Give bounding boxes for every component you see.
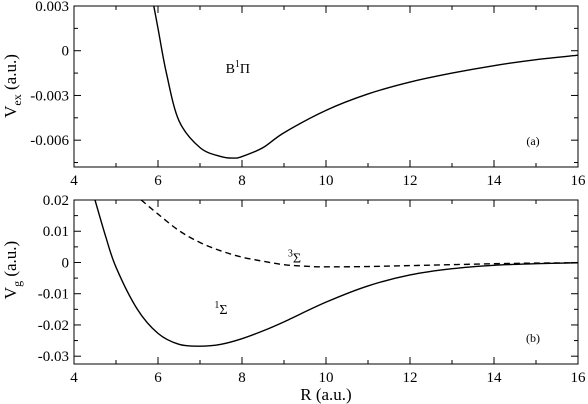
annotation-symbol: Π <box>240 62 250 77</box>
x-tick-label: 4 <box>70 370 78 386</box>
x-tick-label: 14 <box>487 173 503 189</box>
y-axis-label-subscript: ex <box>10 94 24 105</box>
x-tick-label: 16 <box>571 370 587 386</box>
y-tick-label: -0.003 <box>30 88 69 104</box>
annotation-letter: B <box>226 62 235 77</box>
top-panel: 4 6 8 10 12 14 16 -0.006 -0.003 0 0.003 B1Π (a) Vex (… <box>1 0 586 189</box>
y-tick-label: -0.03 <box>38 349 69 365</box>
series-line-solid <box>94 200 578 347</box>
x-tick-label: 12 <box>403 173 418 189</box>
y-tick-label: -0.006 <box>30 133 69 149</box>
panel-tag: (a) <box>526 134 539 148</box>
bottom-panel: 4 6 8 10 12 14 16-0.03-0.02-0.0100.010.021Σ3Σ(… <box>1 193 586 404</box>
x-tick-label: 6 <box>154 370 162 386</box>
curve-annotation: 1Σ <box>214 300 227 318</box>
y-axis-label-main: V <box>1 286 20 299</box>
y-axis-label: Vex (a.u.) <box>1 54 24 118</box>
series-line-solid <box>153 6 578 159</box>
y-axis-label-subscript: g <box>10 281 24 287</box>
x-axis-label: R (a.u.) <box>300 385 351 404</box>
y-axis-label-main: V <box>1 105 20 118</box>
plot-frame <box>73 199 579 365</box>
annotation-symbol: Σ <box>293 251 301 266</box>
panel-tag: (b) <box>526 331 540 345</box>
curve-annotation: B1Π <box>226 59 250 77</box>
annotation-superscript: 1 <box>214 300 219 311</box>
x-tick-label: 14 <box>487 370 503 386</box>
y-tick-label: 0.02 <box>43 193 69 209</box>
x-tick-label: 10 <box>319 173 334 189</box>
annotation-superscript: 1 <box>235 59 240 70</box>
series-line-dashed <box>140 200 578 268</box>
y-tick-label: -0.01 <box>38 287 69 303</box>
y-axis-label-unit: (a.u.) <box>1 241 20 281</box>
plot-frame <box>73 5 579 168</box>
y-tick-label: 0 <box>62 255 70 271</box>
y-tick-label: 0 <box>62 44 70 60</box>
annotation-symbol: Σ <box>219 303 227 318</box>
y-axis-label-unit: (a.u.) <box>1 54 20 94</box>
y-tick-label: -0.02 <box>38 318 69 334</box>
x-tick-label: 10 <box>319 370 334 386</box>
x-tick-label: 6 <box>154 173 162 189</box>
x-tick-label: 12 <box>403 370 418 386</box>
y-tick-label: 0.01 <box>43 224 69 240</box>
x-tick-label: 8 <box>238 173 246 189</box>
x-tick-label: 16 <box>571 173 587 189</box>
y-tick-label: 0.003 <box>35 0 69 15</box>
y-axis-label: Vg (a.u.) <box>1 241 24 299</box>
x-tick-label: 4 <box>70 173 78 189</box>
curve-annotation: 3Σ <box>288 248 301 266</box>
annotation-superscript: 3 <box>288 248 293 259</box>
x-tick-label: 8 <box>238 370 246 386</box>
